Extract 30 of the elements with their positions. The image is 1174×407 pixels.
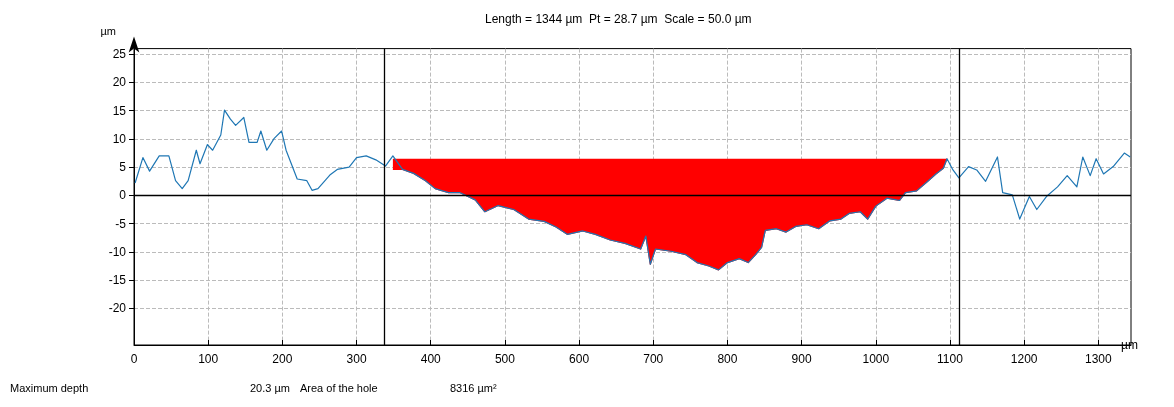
text: 8316 µm² [450,381,498,394]
y-tick-label: 20 [112,75,127,90]
x-tick-label: 0 [130,352,138,366]
x-tick-label: 700 [643,352,664,366]
x-tick-label: 1000 [862,352,890,366]
y-tick-label: -15 [108,273,127,288]
y-tick-label: -10 [108,244,127,259]
y-tick-label: 5 [119,160,127,175]
x-tick-label: 1300 [1085,352,1113,366]
y-tick-label: -5 [115,216,127,231]
x-tick-label: 100 [198,352,219,366]
y-tick-label: 0 [119,188,127,203]
y-tick-label: 15 [112,103,127,118]
text: Area of the hole [300,381,378,394]
x-tick-label: 400 [420,352,442,366]
y-tick-label: 25 [112,47,127,62]
y-tick-label: 10 [112,131,127,146]
text: 20.3 µm [250,381,290,394]
x-tick-label: 1200 [1010,352,1038,366]
x-tick-label: 800 [717,352,738,366]
x-tick-label: 600 [569,352,590,366]
x-tick-label: 300 [346,352,367,366]
text: Maximum depth [10,381,89,394]
x-tick-label: 200 [272,352,293,366]
chart-title: Length = 1344 µm Pt = 28.7 µm Scale = 50.0 µm [485,12,752,26]
x-tick-label: 1100 [937,352,964,366]
y-axis-title: µm [100,25,116,38]
x-tick-label: 500 [494,352,516,366]
y-tick-label: -20 [108,301,127,316]
x-tick-label: 900 [791,352,812,366]
